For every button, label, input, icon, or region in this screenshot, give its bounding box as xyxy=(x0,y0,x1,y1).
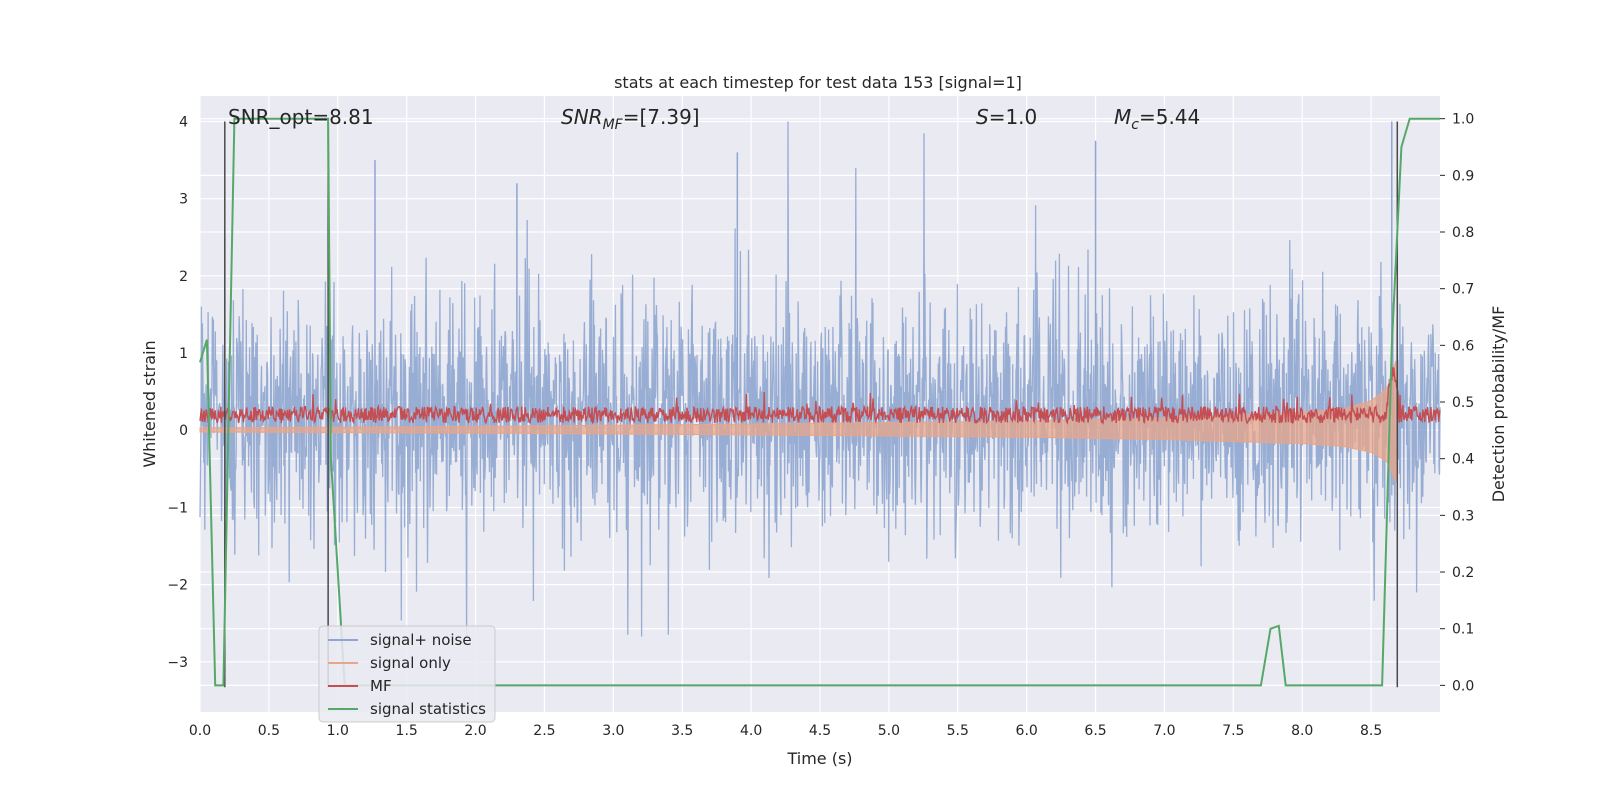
x-tick-label: 5.0 xyxy=(878,723,900,739)
x-tick-label: 7.5 xyxy=(1222,723,1244,739)
x-tick-label: 4.5 xyxy=(809,723,831,739)
y-right-tick-label: 0.3 xyxy=(1452,508,1474,524)
annotation-s: S=1.0 xyxy=(976,105,1037,129)
x-tick-label: 6.5 xyxy=(1084,723,1106,739)
y-right-tick-label: 0.2 xyxy=(1452,565,1474,581)
x-tick-label: 0.0 xyxy=(189,723,211,739)
x-tick-label: 3.0 xyxy=(602,723,624,739)
legend: signal+ noise signal only MF signal stat… xyxy=(318,625,496,723)
annotation-mc: Mc=5.44 xyxy=(1114,105,1200,133)
y-left-tick-label: −2 xyxy=(167,578,188,594)
legend-label-signal-only: signal only xyxy=(370,654,451,672)
legend-box xyxy=(318,625,496,723)
x-axis-label: Time (s) xyxy=(786,749,852,768)
y-right-tick-label: 1.0 xyxy=(1452,112,1474,128)
series-line-mf xyxy=(199,366,1441,425)
y-right-tick-label: 0.8 xyxy=(1452,225,1474,241)
x-tick-label: 8.5 xyxy=(1360,723,1382,739)
x-tick-label: 5.5 xyxy=(947,723,969,739)
x-tick-label: 2.0 xyxy=(464,723,486,739)
y-left-tick-label: 2 xyxy=(179,269,188,285)
y-left-tick-label: 0 xyxy=(179,423,188,439)
series-signal-statistics xyxy=(199,117,1440,687)
x-tick-label: 4.0 xyxy=(740,723,762,739)
x-tick-label: 6.0 xyxy=(1016,723,1038,739)
axis-ticks: 0.0 0.5 1.0 1.5 2.0 2.5 3.0 3.5 4.0 4.5 5.0 5.5 6.0 6… xyxy=(167,112,1474,739)
y-left-tick-label: −3 xyxy=(167,655,188,671)
legend-label-signal-statistics: signal statistics xyxy=(370,700,486,718)
series-band-signal-only xyxy=(199,360,1397,483)
y-right-tick-label: 0.7 xyxy=(1452,282,1474,298)
x-tick-label: 0.5 xyxy=(258,723,280,739)
annotation-snr-opt: SNR_opt=8.81 xyxy=(228,105,374,129)
x-tick-label: 1.5 xyxy=(396,723,418,739)
annotation-snr-mf: SNRMF=[7.39] xyxy=(561,105,700,133)
y-right-tick-label: 0.4 xyxy=(1452,452,1474,468)
y-right-tick-label: 0.5 xyxy=(1452,395,1474,411)
series-line-signal-noise xyxy=(199,121,1441,638)
x-tick-label: 8.0 xyxy=(1291,723,1313,739)
x-tick-label: 2.5 xyxy=(533,723,555,739)
y-axis-right-label: Detection probability/MF xyxy=(1489,306,1508,503)
y-right-tick-label: 0.6 xyxy=(1452,338,1474,354)
y-left-tick-label: −1 xyxy=(167,500,188,516)
y-right-tick-label: 0.0 xyxy=(1452,678,1474,694)
x-tick-label: 3.5 xyxy=(671,723,693,739)
y-left-tick-label: 3 xyxy=(179,192,188,208)
chart-title: stats at each timestep for test data 153… xyxy=(614,73,1022,92)
y-left-tick-label: 1 xyxy=(179,346,188,362)
legend-label-signal-noise: signal+ noise xyxy=(370,631,472,649)
y-left-tick-label: 4 xyxy=(179,114,188,130)
x-tick-label: 1.0 xyxy=(327,723,349,739)
y-right-tick-label: 0.1 xyxy=(1452,622,1474,638)
legend-label-mf: MF xyxy=(370,677,392,695)
x-tick-label: 7.0 xyxy=(1153,723,1175,739)
series-mf xyxy=(199,366,1441,425)
series-line-signal-statistics xyxy=(199,117,1440,687)
y-right-tick-label: 0.9 xyxy=(1452,168,1474,184)
series-signal-only xyxy=(199,360,1397,483)
y-axis-left-label: Whitened strain xyxy=(140,340,159,467)
